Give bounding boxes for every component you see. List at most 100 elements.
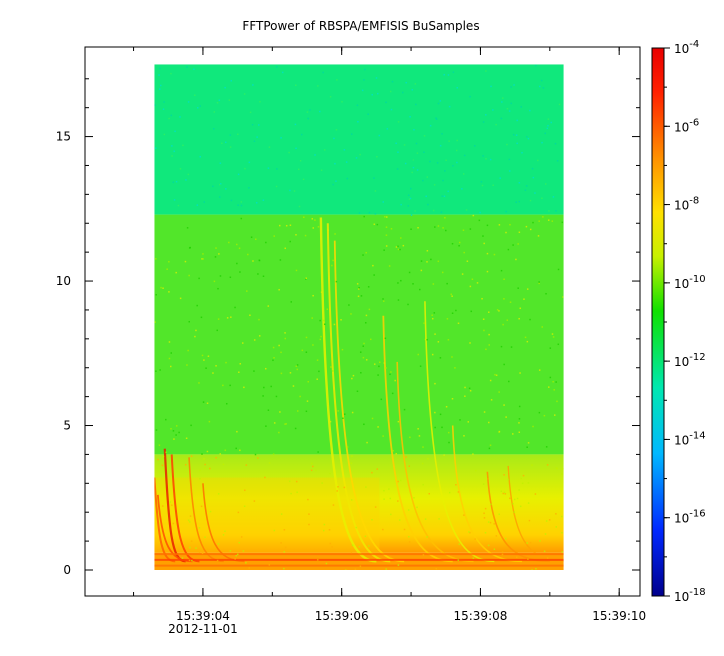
noise-speck: [273, 357, 275, 359]
noise-speck: [481, 297, 483, 300]
noise-speck: [468, 531, 470, 533]
noise-speck: [308, 513, 310, 515]
noise-speck: [443, 73, 445, 76]
noise-speck: [319, 338, 322, 341]
noise-speck: [376, 155, 378, 158]
noise-speck: [426, 176, 429, 178]
noise-speck: [483, 517, 486, 519]
noise-speck: [312, 227, 315, 229]
noise-speck: [443, 454, 445, 456]
noise-speck: [155, 147, 157, 149]
noise-speck: [515, 258, 517, 261]
noise-speck: [207, 355, 210, 357]
noise-speck: [390, 371, 392, 373]
noise-speck: [345, 161, 348, 163]
power-band: [154, 214, 564, 455]
noise-speck: [521, 151, 523, 154]
noise-speck: [426, 338, 428, 341]
noise-speck: [426, 536, 428, 538]
noise-speck: [399, 248, 401, 251]
noise-speck: [311, 218, 314, 220]
noise-speck: [253, 140, 256, 143]
noise-speck: [395, 246, 398, 248]
noise-speck: [320, 169, 323, 172]
noise-speck: [415, 103, 417, 106]
noise-speck: [511, 433, 514, 435]
noise-speck: [462, 229, 465, 232]
noise-speck: [429, 124, 432, 127]
noise-speck: [335, 129, 338, 131]
noise-speck: [525, 136, 528, 138]
noise-speck: [230, 199, 233, 202]
noise-speck: [425, 195, 427, 198]
noise-speck: [294, 427, 297, 430]
noise-speck: [371, 93, 373, 96]
noise-speck: [446, 282, 448, 285]
noise-speck: [403, 144, 406, 146]
noise-speck: [525, 225, 528, 228]
noise-speck: [159, 88, 161, 90]
noise-speck: [492, 184, 494, 187]
noise-speck: [507, 248, 510, 251]
noise-speck: [446, 318, 449, 320]
noise-speck: [217, 493, 220, 495]
noise-speck: [171, 155, 173, 157]
noise-speck: [532, 176, 535, 179]
noise-speck: [246, 290, 248, 292]
noise-speck: [228, 99, 231, 101]
noise-speck: [545, 292, 547, 295]
noise-speck: [194, 335, 196, 338]
noise-speck: [238, 371, 240, 373]
noise-speck: [193, 68, 195, 71]
noise-speck: [504, 537, 507, 540]
noise-speck: [332, 504, 335, 506]
noise-speck: [525, 543, 527, 545]
noise-speck: [168, 357, 171, 360]
noise-speck: [173, 438, 175, 440]
noise-speck: [408, 271, 411, 274]
noise-speck: [155, 370, 157, 372]
noise-speck: [351, 455, 353, 457]
noise-speck: [224, 449, 227, 452]
noise-speck: [407, 509, 410, 511]
noise-speck: [469, 95, 471, 98]
noise-speck: [433, 312, 436, 314]
noise-speck: [499, 177, 501, 179]
noise-speck: [258, 318, 260, 321]
noise-speck: [181, 557, 184, 559]
noise-speck: [323, 529, 325, 532]
noise-speck: [547, 118, 550, 120]
noise-speck: [341, 101, 343, 103]
noise-speck: [351, 377, 353, 380]
noise-speck: [345, 569, 347, 570]
noise-speck: [405, 81, 407, 84]
noise-speck: [424, 338, 427, 341]
noise-speck: [285, 423, 287, 425]
noise-speck: [448, 105, 451, 108]
noise-speck: [503, 491, 506, 494]
noise-speck: [296, 368, 299, 371]
noise-speck: [169, 501, 172, 503]
noise-speck: [328, 529, 331, 531]
noise-speck: [544, 183, 547, 185]
noise-speck: [354, 568, 357, 570]
noise-speck: [482, 483, 485, 485]
noise-speck: [538, 85, 541, 88]
noise-speck: [548, 519, 551, 521]
heatmap-layer: [154, 64, 564, 570]
noise-speck: [351, 411, 354, 414]
noise-speck: [247, 253, 249, 256]
noise-speck: [355, 526, 358, 529]
noise-speck: [259, 101, 261, 103]
noise-speck: [380, 398, 383, 401]
noise-speck: [490, 399, 493, 401]
noise-speck: [546, 464, 549, 466]
noise-speck: [296, 364, 299, 366]
colorbar-axis: 10-4 10-6 10-8 10-10 10-12 10-14 10-16 10-18: [664, 39, 706, 604]
noise-speck: [256, 136, 258, 138]
noise-speck: [423, 135, 426, 137]
noise-speck: [549, 376, 552, 379]
noise-speck: [543, 550, 546, 552]
noise-speck: [552, 380, 554, 383]
